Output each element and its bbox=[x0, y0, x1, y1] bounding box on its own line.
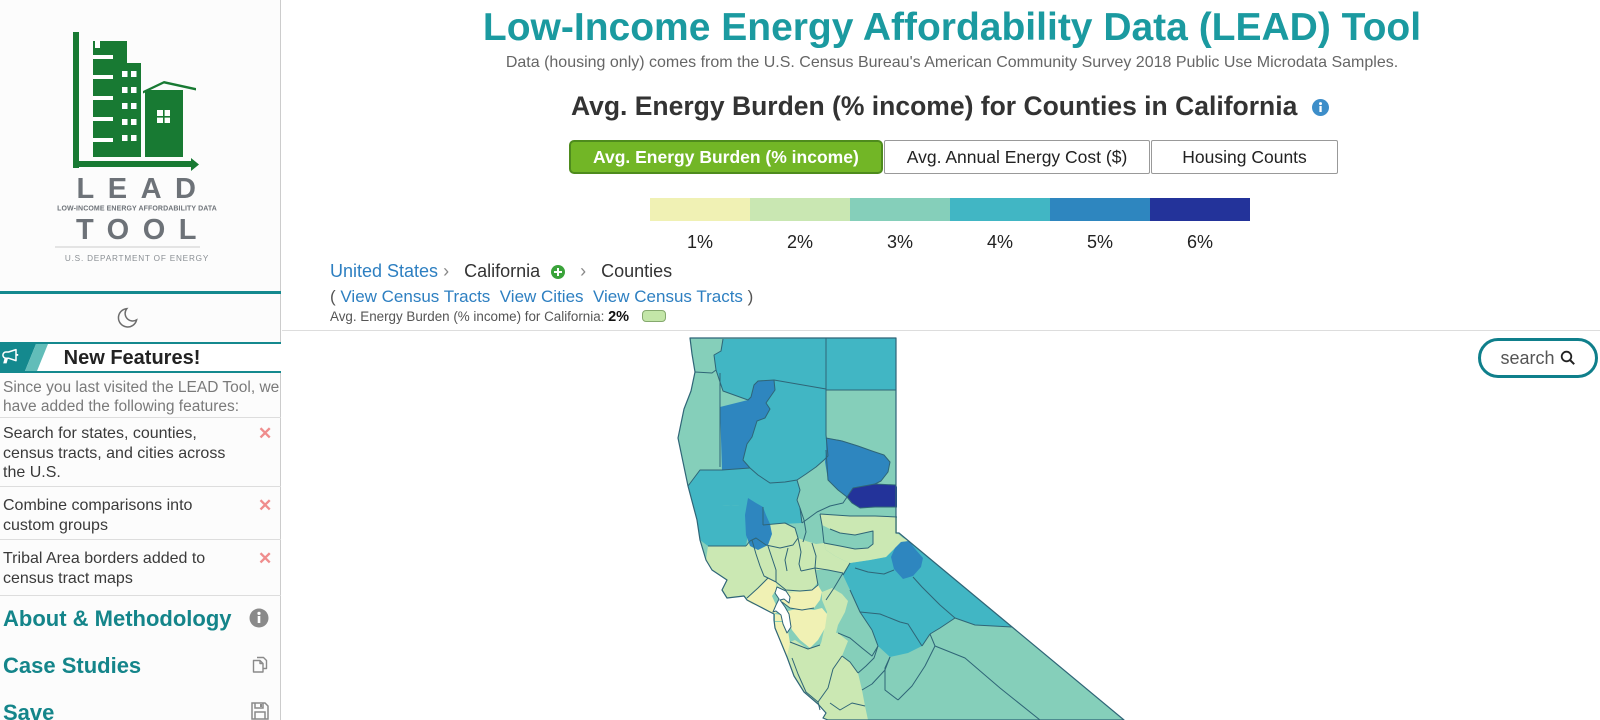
svg-text:LOW-INCOME ENERGY AFFORDABILIT: LOW-INCOME ENERGY AFFORDABILITY DATA bbox=[57, 206, 217, 213]
svg-text:TOOL: TOOL bbox=[76, 214, 210, 246]
svg-text:U.S. DEPARTMENT OF ENERGY: U.S. DEPARTMENT OF ENERGY bbox=[65, 254, 209, 263]
svg-text:LEAD: LEAD bbox=[77, 173, 210, 205]
